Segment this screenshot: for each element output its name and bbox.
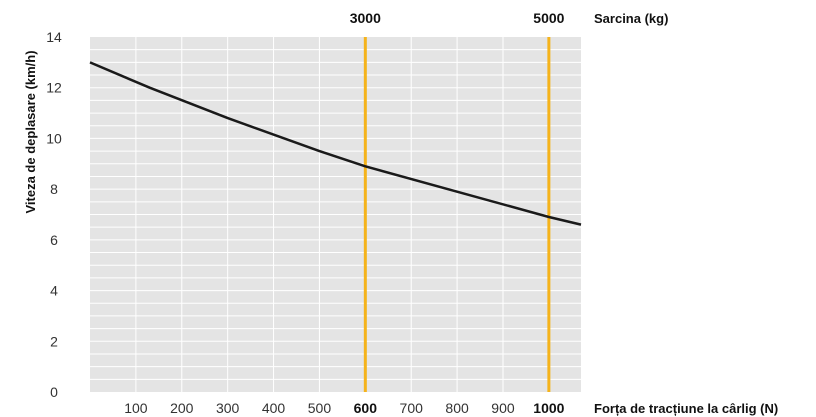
y-tick-label: 4 [50,283,58,299]
marker-label: 5000 [533,10,564,26]
y-tick-label: 0 [50,384,58,400]
x-tick-label: 100 [124,400,148,416]
x-tick-label: 400 [262,400,286,416]
y-tick-labels: 0 2 4 6 8 10 12 14 [46,29,62,400]
y-tick-label: 6 [50,232,58,248]
x-axis-title: Forța de tracțiune la cârlig (N) [594,401,778,416]
y-axis-title: Viteza de deplasare (km/h) [23,50,38,213]
x-tick-labels: 100 200 300 400 500 600 700 800 900 1000 [124,400,564,416]
x-tick-label: 600 [354,400,378,416]
y-tick-label: 10 [46,130,62,146]
x-tick-label: 1000 [533,400,564,416]
x-tick-label: 800 [445,400,469,416]
grid-lines [90,37,581,392]
series-line [89,61,582,226]
y-tick-label: 14 [46,29,62,45]
marker-labels: 3000 5000 [350,10,565,26]
y-tick-label: 8 [50,181,58,197]
x-tick-label: 700 [400,400,424,416]
x-tick-label: 900 [491,400,515,416]
x-tick-label: 500 [308,400,332,416]
series-lines [89,61,582,226]
y-tick-label: 12 [46,80,62,96]
y-tick-label: 2 [50,333,58,349]
load-markers [363,37,551,392]
x-tick-label: 300 [216,400,240,416]
x-tick-label: 200 [170,400,194,416]
marker-label: 3000 [350,10,381,26]
top-axis-title: Sarcina (kg) [594,11,668,26]
